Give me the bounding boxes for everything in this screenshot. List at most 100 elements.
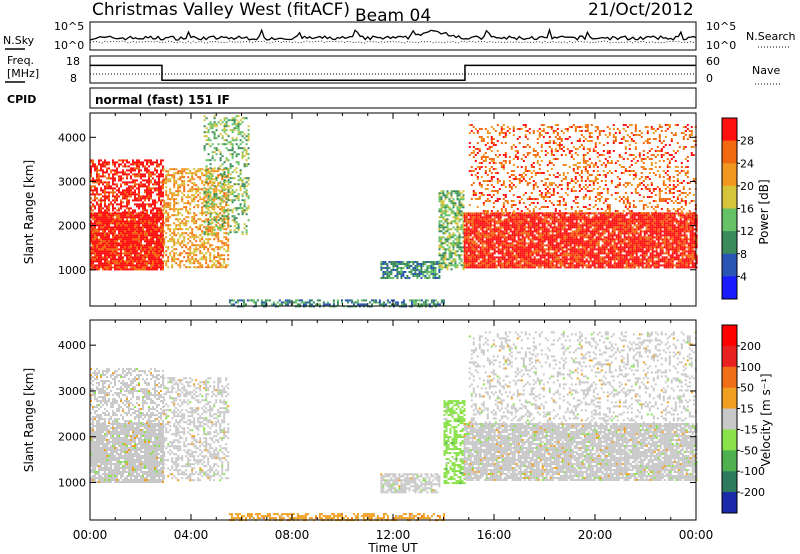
heatmap-cell	[380, 267, 383, 269]
heatmap-cell	[481, 262, 484, 265]
heatmap-cell	[227, 238, 230, 241]
heatmap-cell	[525, 254, 528, 257]
heatmap-cell	[146, 222, 148, 225]
heatmap-cell	[452, 198, 455, 201]
heatmap-cell	[183, 168, 186, 171]
heatmap-cell	[452, 236, 455, 239]
heatmap-cell	[106, 232, 108, 235]
heatmap-cell	[92, 203, 94, 206]
heatmap-cell	[171, 174, 174, 177]
heatmap-cell	[118, 189, 120, 192]
heatmap-cell	[511, 246, 514, 249]
heatmap-cell	[233, 215, 236, 218]
heatmap-cell	[509, 262, 512, 265]
heatmap-cell	[120, 264, 122, 267]
heatmap-cell	[134, 216, 136, 219]
heatmap-cell	[450, 222, 453, 225]
heatmap-cell	[98, 250, 100, 253]
heatmap-cell	[469, 220, 472, 223]
heatmap-cell	[507, 252, 510, 255]
heatmap-cell	[207, 248, 210, 251]
heatmap-cell	[112, 240, 114, 243]
heatmap-cell	[104, 201, 106, 204]
heatmap-cell	[547, 258, 550, 261]
heatmap-cell	[450, 252, 453, 255]
heatmap-cell	[94, 250, 96, 253]
heatmap-cell	[163, 240, 166, 243]
heatmap-cell	[158, 185, 160, 188]
heatmap-cell	[140, 161, 142, 164]
heatmap-cell	[450, 264, 453, 267]
heatmap-cell	[438, 224, 441, 227]
heatmap-cell	[205, 135, 208, 138]
heatmap-cell	[211, 157, 214, 160]
heatmap-cell	[138, 222, 140, 225]
heatmap-cell	[140, 268, 142, 271]
heatmap-cell	[406, 275, 409, 277]
heatmap-cell	[551, 218, 554, 221]
heatmap-cell	[475, 258, 478, 261]
heatmap-cell	[491, 212, 494, 215]
heatmap-cell	[446, 204, 449, 207]
heatmap-cell	[551, 214, 554, 217]
heatmap-cell	[140, 205, 142, 208]
heatmap-cell	[154, 216, 156, 219]
heatmap-cell	[154, 205, 156, 208]
heatmap-cell	[160, 199, 162, 202]
heatmap-cell	[475, 232, 478, 235]
heatmap-cell	[308, 303, 311, 306]
heatmap-cell	[450, 244, 453, 247]
heatmap-cell	[207, 137, 210, 140]
heatmap-cell	[479, 214, 482, 217]
heatmap-cell	[533, 248, 536, 251]
heatmap-cell	[217, 238, 220, 241]
heatmap-cell	[122, 169, 124, 172]
heatmap-cell	[199, 266, 202, 269]
freq-label-line1: Freq.	[7, 54, 34, 67]
heatmap-cell	[120, 260, 122, 263]
heatmap-cell	[223, 119, 226, 122]
heatmap-cell	[503, 240, 506, 243]
heatmap-cell	[260, 299, 263, 302]
heatmap-cell	[475, 226, 478, 229]
heatmap-cell	[418, 273, 421, 275]
heatmap-cell	[124, 189, 126, 192]
heatmap-cell	[215, 213, 218, 216]
heatmap-cell	[106, 205, 108, 208]
heatmap-cell	[191, 178, 194, 181]
heatmap-cell	[469, 224, 472, 227]
heatmap-cell	[428, 277, 431, 279]
heatmap-cell	[140, 220, 142, 223]
heatmap-cell	[193, 168, 196, 171]
heatmap-cell	[165, 212, 168, 215]
heatmap-cell	[223, 254, 226, 257]
heatmap-cell	[181, 232, 184, 235]
heatmap-cell	[94, 181, 96, 184]
heatmap-cell	[118, 234, 120, 237]
heatmap-cell	[444, 242, 447, 245]
heatmap-cell	[92, 244, 94, 247]
heatmap-cell	[193, 266, 196, 269]
heatmap-cell	[126, 214, 128, 217]
heatmap-cell	[517, 266, 520, 269]
heatmap-cell	[513, 254, 516, 257]
heatmap-cell	[134, 254, 136, 257]
heatmap-cell	[217, 213, 220, 216]
heatmap-cell	[473, 228, 476, 231]
heatmap-cell	[100, 159, 102, 162]
heatmap-cell	[513, 266, 516, 269]
heatmap-cell	[144, 244, 146, 247]
heatmap-cell	[110, 242, 112, 245]
heatmap-cell	[169, 206, 172, 209]
heatmap-cell	[225, 159, 228, 162]
heatmap-cell	[92, 185, 94, 188]
heatmap-cell	[152, 240, 154, 243]
heatmap-cell	[296, 299, 299, 302]
heatmap-cell	[362, 303, 365, 306]
heatmap-cell	[219, 227, 222, 230]
heatmap-cell	[501, 234, 504, 237]
heatmap-cell	[112, 207, 114, 210]
heatmap-cell	[497, 252, 500, 255]
heatmap-cell	[416, 275, 419, 277]
heatmap-cell	[120, 207, 122, 210]
